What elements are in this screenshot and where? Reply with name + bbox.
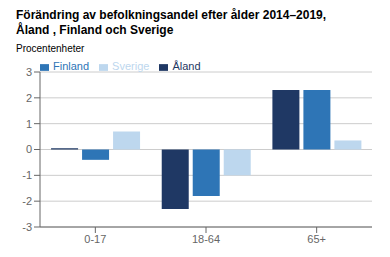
svg-text:18-64: 18-64 <box>192 233 220 245</box>
svg-text:0: 0 <box>26 143 32 155</box>
svg-text:1: 1 <box>26 118 32 130</box>
html-text:Sverige: Sverige <box>112 60 150 72</box>
html-text:Finland: Finland <box>53 60 90 72</box>
html-text:Procentenheter: Procentenheter <box>16 43 85 54</box>
html-text:Förändring av befolkningsandel: Förändring av befolkningsandel efter åld… <box>16 8 327 22</box>
svg-text:0-17: 0-17 <box>84 233 106 245</box>
html-text:Åland , Finland och Sverige: Åland , Finland och Sverige <box>16 23 174 37</box>
svg-text:-1: -1 <box>22 169 32 181</box>
svg-text:65+: 65+ <box>307 233 326 245</box>
svg-text:2: 2 <box>26 92 32 104</box>
svg-text:-3: -3 <box>22 221 32 233</box>
svg-text:3: 3 <box>26 66 32 78</box>
svg-text:-2: -2 <box>22 195 32 207</box>
html-text:Åland: Åland <box>172 60 201 72</box>
